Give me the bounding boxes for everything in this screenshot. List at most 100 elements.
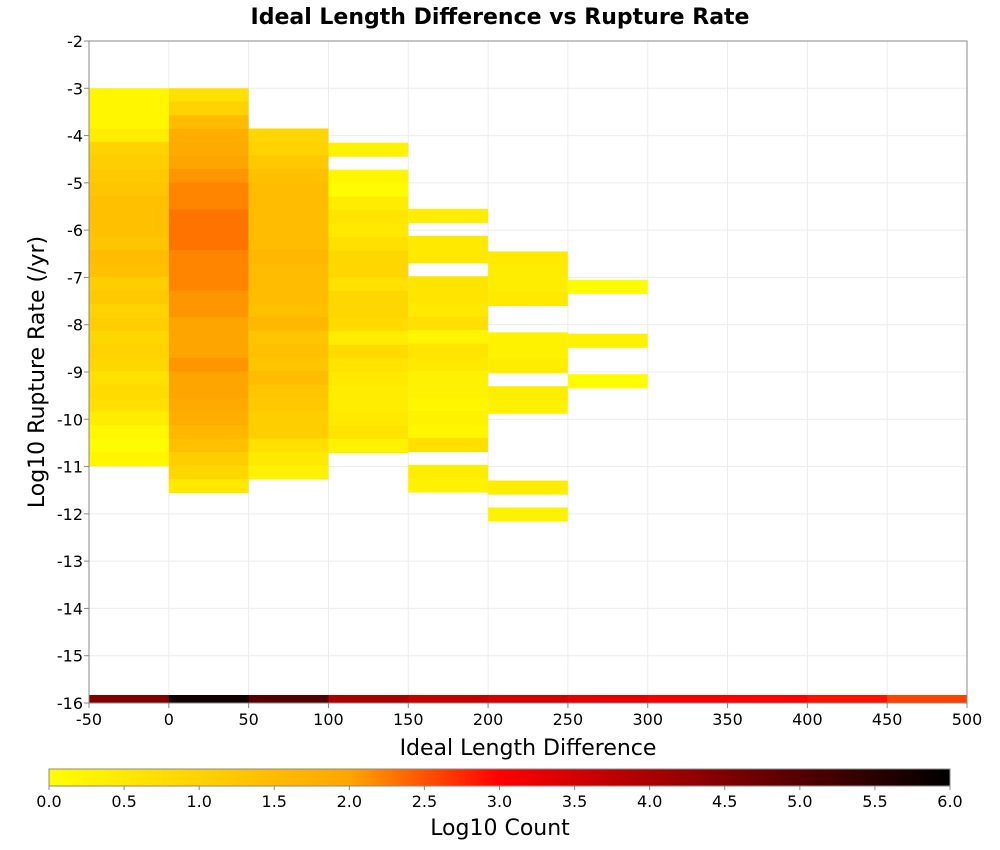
x-tick-label: 100: [313, 710, 344, 729]
heatmap-cell: [248, 303, 329, 318]
heatmap-cell: [408, 397, 489, 412]
heatmap-cell: [168, 425, 249, 440]
heatmap-cell: [408, 343, 489, 358]
heatmap-cell: [408, 330, 489, 345]
heatmap-cell: [328, 169, 409, 184]
heatmap-cell: [89, 196, 169, 211]
colorbar-label: Log10 Count: [430, 816, 570, 841]
heatmap-cell: [89, 115, 169, 130]
heatmap-cell: [408, 276, 489, 291]
heatmap-cell: [248, 195, 329, 210]
heatmap-cell: [408, 303, 489, 318]
colorbar-tick-label: 0.0: [36, 792, 61, 811]
heatmap-cell: [168, 465, 249, 480]
heatmap-cell: [89, 88, 169, 103]
heatmap-cell: [328, 317, 409, 332]
x-strip-cell: [408, 695, 489, 703]
heatmap-cell: [89, 236, 169, 251]
heatmap-cell: [248, 155, 329, 170]
heatmap-cell: [248, 168, 329, 183]
heatmap-cell: [89, 330, 169, 345]
y-tick-label: -12: [57, 505, 83, 524]
heatmap-cell: [248, 236, 329, 251]
heatmap-cell: [168, 479, 249, 494]
heatmap-cell: [488, 345, 568, 360]
heatmap-cell: [248, 182, 329, 197]
y-axis-label: Log10 Rupture Rate (/yr): [25, 236, 50, 508]
x-strip-cell: [328, 695, 409, 703]
heatmap-cell: [89, 398, 169, 413]
heatmap-cell: [89, 438, 169, 453]
colorbar-tick-label: 1.5: [262, 792, 287, 811]
heatmap-cell: [248, 317, 329, 332]
x-tick-label: 350: [712, 710, 743, 729]
chart-title: Ideal Length Difference vs Rupture Rate: [251, 5, 750, 30]
heatmap-cell: [248, 438, 329, 453]
y-tick-label: -11: [57, 458, 83, 477]
heatmap-cell: [89, 411, 169, 426]
heatmap-cell: [488, 291, 568, 306]
heatmap-cell: [168, 88, 249, 103]
heatmap-cell: [168, 169, 249, 184]
heatmap-cell: [248, 128, 329, 143]
x-tick-label: 50: [238, 710, 258, 729]
heatmap-cell: [89, 317, 169, 332]
heatmap-cell: [89, 223, 169, 238]
y-tick-label: -7: [67, 268, 83, 287]
heatmap-cell: [168, 196, 249, 211]
colorbar-tick-label: 0.5: [111, 792, 136, 811]
x-strip-cell: [89, 695, 170, 703]
heatmap-cell: [89, 142, 169, 157]
heatmap-cell: [328, 344, 409, 359]
heatmap-cell: [168, 101, 249, 116]
heatmap-cell: [168, 209, 249, 224]
x-axis-color-strip: [89, 695, 968, 703]
heatmap-cell: [328, 277, 409, 292]
x-tick-label: 300: [632, 710, 663, 729]
heatmap-cell: [89, 384, 169, 399]
heatmap-cell: [89, 371, 169, 386]
heatmap-cell: [567, 333, 648, 348]
y-tick-label: -2: [67, 32, 83, 51]
heatmap-cell: [248, 411, 329, 426]
heatmap-cell: [408, 208, 489, 223]
heatmap-cell: [248, 276, 329, 291]
y-tick-label: -14: [57, 599, 83, 618]
heatmap-cell: [89, 250, 169, 265]
colorbar-tick-label: 6.0: [937, 792, 962, 811]
colorbar-tick-label: 3.0: [487, 792, 512, 811]
y-tick-label: -13: [57, 552, 83, 571]
colorbar-tick-label: 2.0: [337, 792, 362, 811]
heatmap-cell: [328, 425, 409, 440]
heatmap-cell: [89, 209, 169, 224]
heatmap-cell: [567, 374, 648, 389]
heatmap-cell: [168, 182, 249, 197]
heatmap-cell: [408, 478, 489, 493]
heatmap-cell: [89, 357, 169, 372]
heatmap-cell: [248, 209, 329, 224]
heatmap-cell: [408, 235, 489, 250]
heatmap-cell: [248, 451, 329, 466]
heatmap-cell: [408, 464, 489, 479]
heatmap-cell: [248, 141, 329, 157]
heatmap-cell: [168, 128, 249, 143]
heatmap-cell: [328, 358, 409, 373]
colorbar-tick-label: 3.5: [562, 792, 587, 811]
heatmap-cell: [408, 384, 489, 399]
colorbar-ticks: 0.0 0.5 1.0 1.5 2.0 2.5 3.0 3.5 4.0 4.5 5.0 5.5 6.0: [36, 786, 963, 811]
y-tick-label: -6: [67, 221, 83, 240]
heatmap-cell: [248, 398, 329, 413]
x-tick-label: 500: [952, 710, 983, 729]
heatmap-cell: [168, 357, 249, 372]
x-strip-cell: [168, 695, 250, 703]
heatmap-cell: [567, 279, 648, 294]
y-tick-label: -4: [67, 127, 83, 146]
heatmap-cell: [328, 196, 409, 211]
x-tick-label: 400: [792, 710, 823, 729]
heatmap-cell: [408, 370, 489, 385]
heatmap-cell: [168, 290, 249, 305]
heatmap-cell: [89, 303, 169, 318]
heatmap-cell: [408, 316, 489, 331]
heatmap-cell: [408, 289, 489, 304]
